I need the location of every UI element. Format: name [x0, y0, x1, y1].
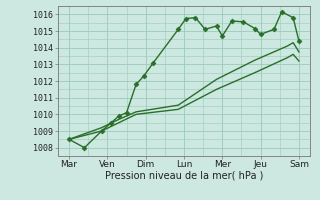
X-axis label: Pression niveau de la mer( hPa ): Pression niveau de la mer( hPa ) — [105, 171, 263, 181]
